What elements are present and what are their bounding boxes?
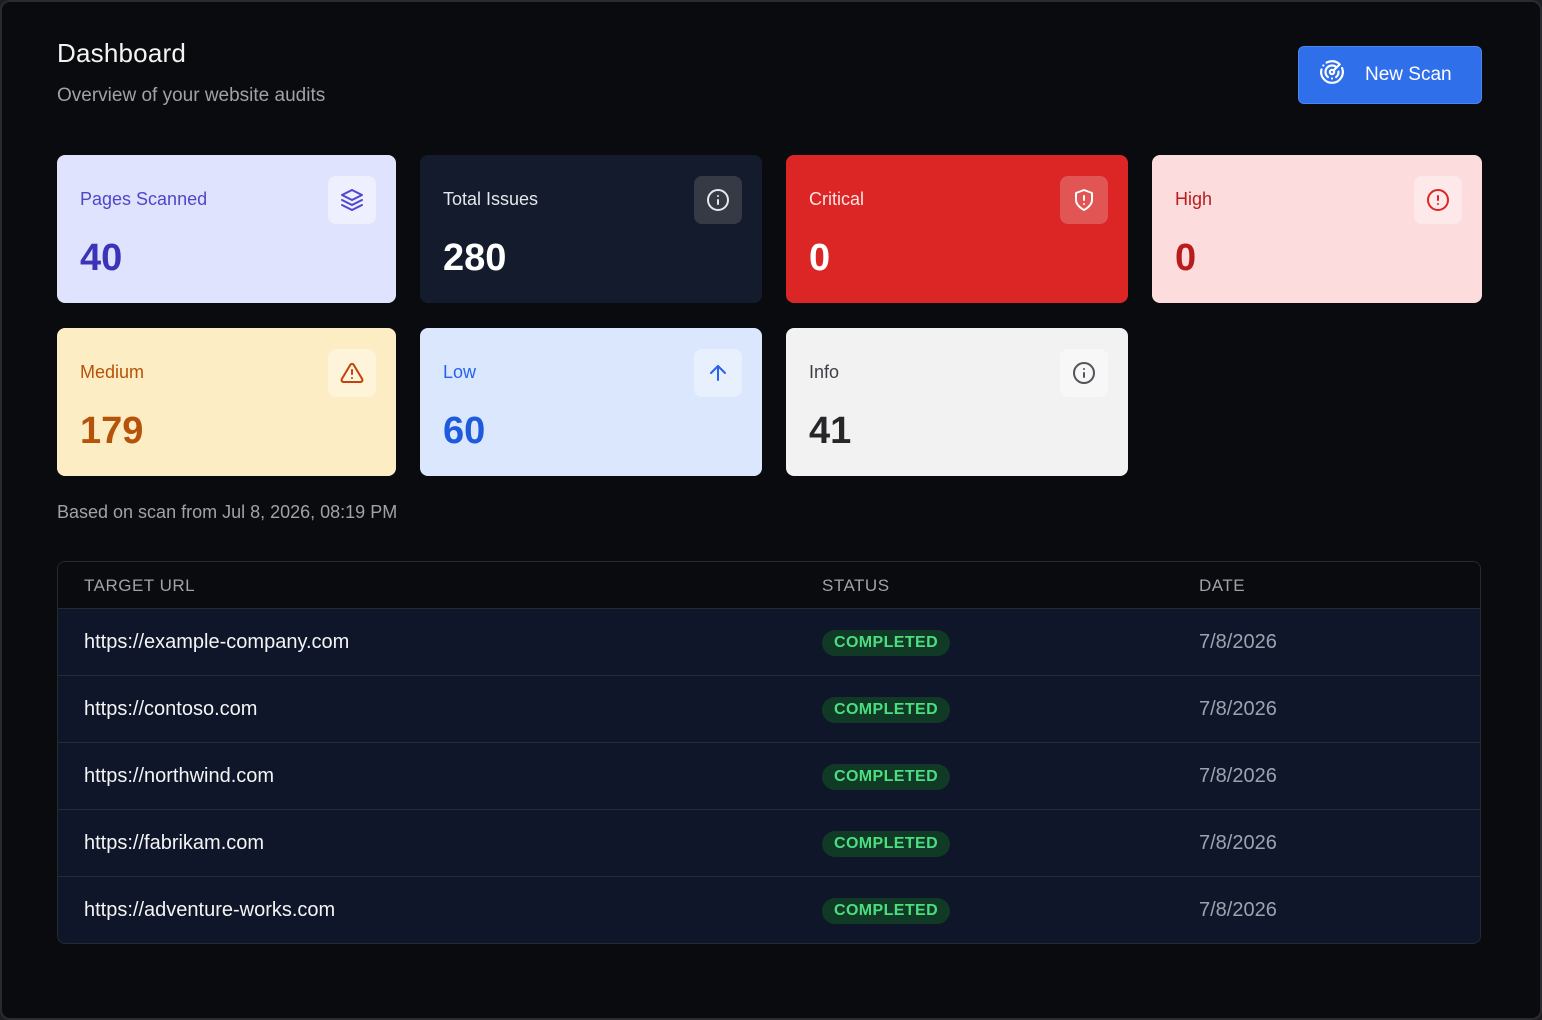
new-scan-button[interactable]: New Scan [1298, 46, 1482, 104]
stat-card-total-issues: Total Issues 280 [420, 155, 762, 303]
page-title: Dashboard [57, 38, 186, 68]
stat-card-low: Low 60 [420, 328, 762, 476]
stat-card-medium: Medium 179 [57, 328, 396, 476]
stat-label: Info [809, 362, 840, 382]
date-cell: 7/8/2026 [1199, 899, 1277, 921]
status-badge: COMPLETED [822, 697, 951, 723]
stat-card-critical: Critical 0 [786, 155, 1128, 303]
stat-label: High [1175, 189, 1213, 209]
layers-icon [328, 176, 376, 224]
stat-value: 41 [809, 410, 852, 452]
table-row[interactable]: https://fabrikam.com COMPLETED 7/8/2026 [58, 810, 1480, 877]
alert-circle-icon [1414, 176, 1462, 224]
radar-icon [1319, 59, 1345, 91]
arrow-up-icon [694, 349, 742, 397]
stat-card-pages-scanned: Pages Scanned 40 [57, 155, 396, 303]
table-row[interactable]: https://adventure-works.com COMPLETED 7/… [58, 877, 1480, 943]
date-cell: 7/8/2026 [1199, 631, 1277, 653]
page-subtitle: Overview of your website audits [57, 85, 326, 106]
stat-value: 0 [1175, 237, 1197, 279]
target-url-cell: https://example-company.com [84, 631, 350, 653]
table-row[interactable]: https://contoso.com COMPLETED 7/8/2026 [58, 676, 1480, 743]
target-url-cell: https://adventure-works.com [84, 899, 336, 921]
stat-label: Low [443, 362, 477, 382]
table-header: TARGET URL STATUS DATE [58, 562, 1480, 609]
date-cell: 7/8/2026 [1199, 832, 1277, 854]
table-row[interactable]: https://example-company.com COMPLETED 7/… [58, 609, 1480, 676]
stat-card-high: High 0 [1152, 155, 1482, 303]
stat-label: Pages Scanned [80, 189, 208, 209]
date-cell: 7/8/2026 [1199, 698, 1277, 720]
column-header-target-url: TARGET URL [84, 576, 196, 595]
target-url-cell: https://fabrikam.com [84, 832, 265, 854]
date-cell: 7/8/2026 [1199, 765, 1277, 787]
stat-value: 40 [80, 237, 123, 279]
target-url-cell: https://northwind.com [84, 765, 275, 787]
stat-value: 179 [80, 410, 144, 452]
target-url-cell: https://contoso.com [84, 698, 258, 720]
stat-card-info: Info 41 [786, 328, 1128, 476]
info-icon [694, 176, 742, 224]
stat-value: 280 [443, 237, 507, 279]
column-header-date: DATE [1199, 576, 1246, 595]
status-badge: COMPLETED [822, 831, 951, 857]
status-badge: COMPLETED [822, 898, 951, 924]
scans-table: TARGET URL STATUS DATE https://example-c… [57, 561, 1481, 944]
new-scan-label: New Scan [1365, 64, 1452, 85]
stat-value: 0 [809, 237, 831, 279]
stat-label: Critical [809, 189, 865, 209]
page-header: Dashboard Overview of your website audit… [57, 38, 325, 107]
column-header-status: STATUS [822, 576, 890, 595]
stat-label: Medium [80, 362, 145, 382]
stat-label: Total Issues [443, 189, 539, 209]
status-badge: COMPLETED [822, 764, 951, 790]
table-row[interactable]: https://northwind.com COMPLETED 7/8/2026 [58, 743, 1480, 810]
shield-alert-icon [1060, 176, 1108, 224]
status-badge: COMPLETED [822, 630, 951, 656]
info-icon [1060, 349, 1108, 397]
scan-timestamp-note: Based on scan from Jul 8, 2026, 08:19 PM [57, 502, 398, 522]
stat-value: 60 [443, 410, 486, 452]
warning-triangle-icon [328, 349, 376, 397]
